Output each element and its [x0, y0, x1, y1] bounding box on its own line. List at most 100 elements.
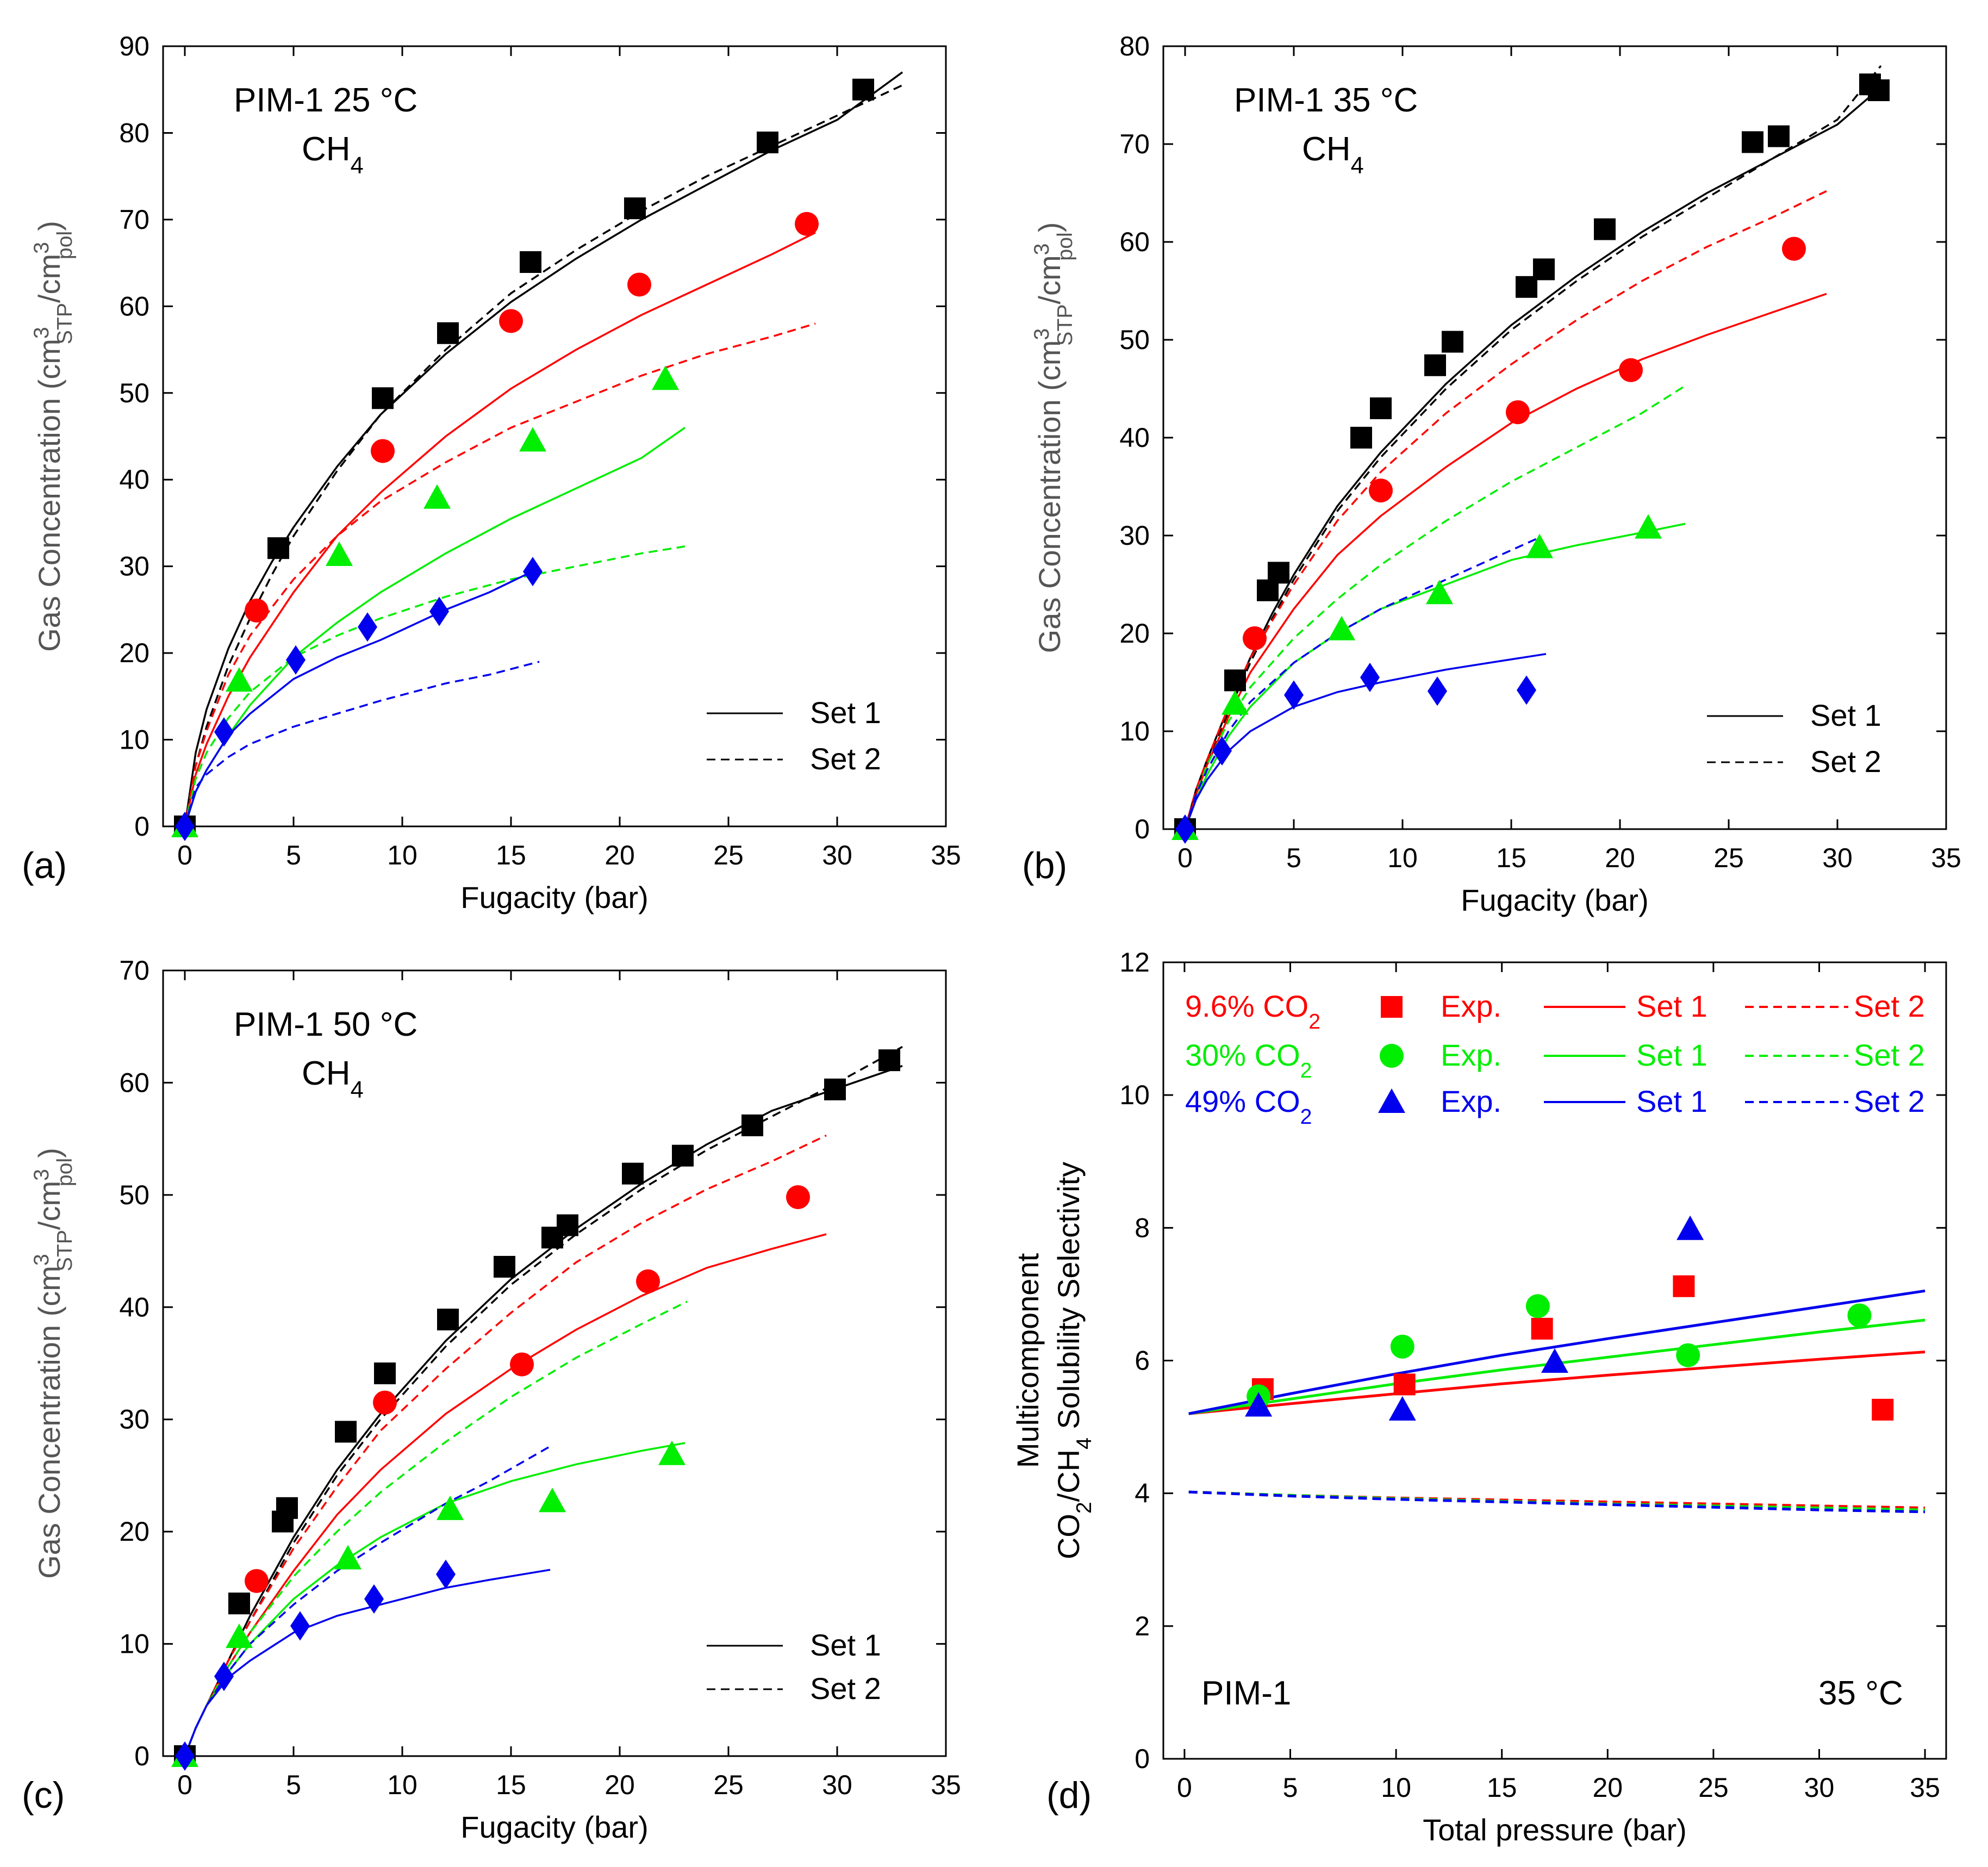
curves — [1188, 1289, 1925, 1514]
data-point-triangle — [1245, 1392, 1273, 1417]
curve-30-co2-set-2 — [184, 545, 685, 826]
data-point-triangle — [1222, 690, 1249, 715]
data-point-square — [1533, 258, 1555, 281]
y-tick-label: 0 — [1135, 1744, 1150, 1774]
curve-49-co2-set-2 — [1188, 1490, 1925, 1514]
y-tick-label: 2 — [1135, 1611, 1150, 1641]
label-part: Solubility Selectivity — [1051, 1162, 1086, 1437]
data-point-square — [1742, 131, 1763, 153]
label-part: Gas Concentration (cm — [32, 1266, 66, 1579]
label-part: /cm — [32, 1181, 66, 1230]
data-point-square — [1424, 354, 1446, 376]
label-part: ) — [32, 221, 66, 231]
y-tick-label: 10 — [119, 1629, 149, 1659]
data-point-diamond — [436, 1559, 456, 1589]
x-tick-label: 20 — [604, 1770, 635, 1800]
data-point-triangle — [1677, 1215, 1704, 1240]
subscript: 4 — [351, 1077, 364, 1103]
curves — [184, 1045, 903, 1756]
y-tick-label: 0 — [134, 1741, 149, 1771]
data-point-square — [335, 1421, 357, 1443]
y-tick-label: 50 — [1119, 325, 1150, 355]
legend-marker-triangle — [1378, 1088, 1405, 1113]
label-part: /cm — [1032, 255, 1067, 304]
x-tick-label: 0 — [177, 1770, 192, 1800]
data-point-diamond — [1175, 814, 1195, 844]
data-point-triangle — [1388, 1396, 1416, 1421]
label-part: Gas Concentration (cm — [32, 339, 66, 652]
annotation-material: PIM-1 — [1201, 1675, 1291, 1712]
data-point-triangle — [226, 1623, 253, 1648]
legend-set1-label: Set 1 — [1636, 1084, 1707, 1118]
data-point-triangle — [539, 1488, 566, 1513]
panel-d: 0 5 10 15 20 25 30 35 0 2 4 6 8 10 12 Total pressure (b… — [1011, 947, 1947, 1847]
panel-b: 0 5 10 15 20 25 30 35 0 10 20 30 40 50 60 70 80 Fugacity … — [1022, 31, 1961, 917]
panel-label: (a) — [22, 845, 67, 886]
x-tick-label: 5 — [286, 1770, 301, 1800]
data-point-circle — [499, 309, 523, 333]
data-point-circle — [373, 1390, 397, 1415]
x-tick-label: 25 — [1713, 843, 1744, 873]
curve-pure-set-2 — [1184, 65, 1882, 829]
legend-series-label: 9.6% CO2 — [1185, 989, 1320, 1034]
legend-exp-label: Exp. — [1441, 1084, 1501, 1118]
x-tick-label: 15 — [1496, 843, 1526, 873]
data-point-diamond — [1428, 676, 1447, 706]
x-tick-label: 5 — [1283, 1772, 1298, 1803]
y-axis-label: Gas Concentration (cm3STP/cm3pol) — [30, 1148, 77, 1579]
legend: Set 1 Set 2 — [1707, 698, 1881, 779]
data-point-circle — [627, 272, 651, 297]
data-point-square — [1268, 562, 1289, 584]
legend-series-label: 49% CO2 — [1185, 1084, 1312, 1129]
data-point-square — [1868, 79, 1890, 101]
label-part: ) — [1032, 222, 1067, 233]
label-part: 30% CO — [1185, 1038, 1300, 1072]
y-tick-label: 10 — [119, 725, 149, 755]
data-point-triangle — [658, 1440, 685, 1465]
label-part: /CH — [1051, 1449, 1086, 1502]
data-point-square — [878, 1049, 900, 1072]
data-point-diamond — [286, 645, 306, 675]
data-point-triangle — [1635, 514, 1662, 539]
superscript: 3 — [1030, 244, 1054, 256]
legend-label-set2: Set 2 — [810, 1671, 881, 1706]
y-tick-label: 12 — [1119, 947, 1150, 978]
data-point-diamond — [364, 1584, 384, 1614]
y-axis-label-line2: CO2/CH4 Solubility Selectivity — [1051, 1162, 1096, 1559]
superscript: 3 — [30, 1254, 53, 1266]
y-tick-label: 80 — [1119, 31, 1150, 61]
data-point-diamond — [175, 1741, 195, 1771]
curve-pure-set-2 — [184, 84, 903, 826]
data-point-triangle — [334, 1545, 362, 1570]
y-tick-label: 10 — [1119, 716, 1150, 746]
y-tick-label: 4 — [1135, 1478, 1150, 1509]
subscript: STP — [1054, 304, 1077, 346]
curves — [184, 71, 903, 826]
curve-9-6-co2-set-2 — [184, 1134, 827, 1756]
data-point-diamond — [1284, 680, 1304, 710]
annotation-gas: CH4 — [302, 1055, 364, 1103]
x-tick-label: 35 — [931, 1770, 961, 1800]
data-point-square — [276, 1497, 298, 1519]
x-tick-label: 35 — [931, 840, 961, 870]
data-point-diamond — [1517, 675, 1536, 705]
data-point-diamond — [1360, 663, 1380, 692]
data-point-square — [1531, 1317, 1553, 1340]
curve-9-6-co2-set-2 — [1184, 190, 1827, 829]
subscript: 4 — [351, 153, 364, 179]
data-point-circle — [1390, 1334, 1414, 1359]
data-point-circle — [1525, 1294, 1550, 1318]
label-part: CH — [302, 130, 351, 168]
data-point-square — [1768, 125, 1790, 147]
data-point-square — [374, 1362, 396, 1385]
label-part: ) — [32, 1148, 66, 1158]
y-tick-label: 70 — [1119, 129, 1150, 159]
x-tick-label: 10 — [1387, 843, 1418, 873]
data-point-square — [1224, 669, 1246, 692]
x-tick-label: 0 — [177, 840, 192, 870]
y-tick-label: 20 — [1119, 618, 1150, 649]
y-tick-label: 40 — [119, 1292, 149, 1322]
label-part: CH — [1302, 130, 1351, 168]
curve-pure-set-1 — [184, 71, 903, 826]
y-tick-label: 60 — [119, 1067, 149, 1098]
